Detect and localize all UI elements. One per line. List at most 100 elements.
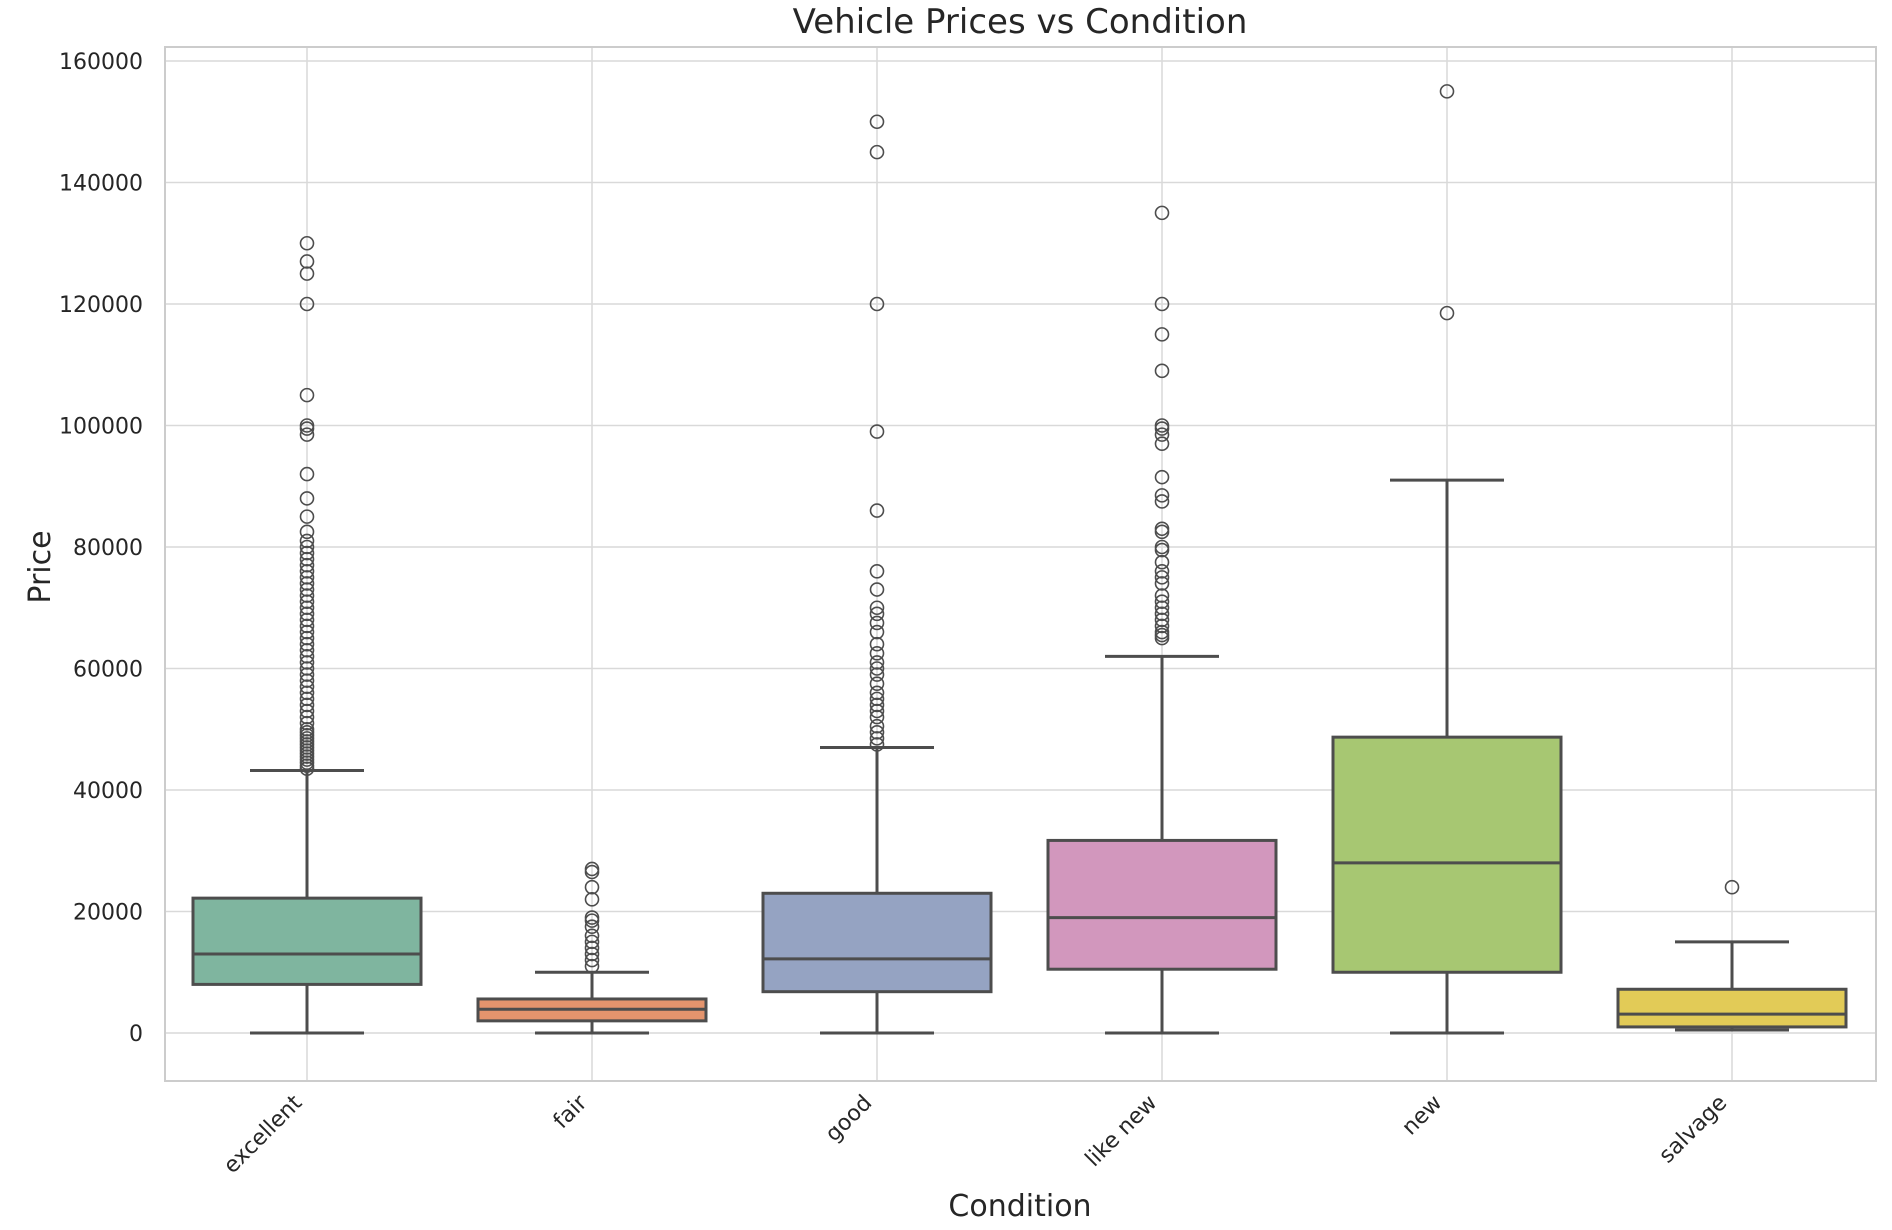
x-tick-label: good [821, 1091, 877, 1147]
y-tick-label: 160000 [59, 50, 143, 75]
outlier-point [1439, 305, 1455, 321]
box-fair [476, 861, 708, 1035]
outlier-point [869, 709, 885, 725]
outlier-point [869, 114, 885, 130]
outlier-point [299, 618, 315, 634]
outlier-point [299, 235, 315, 251]
outlier-point [299, 254, 315, 269]
outlier-point [299, 624, 315, 640]
x-tick-label: like new [1081, 1091, 1162, 1172]
outlier-point [584, 910, 600, 925]
outlier-point [1154, 576, 1170, 591]
outlier-point [1154, 539, 1170, 555]
outlier-point [299, 667, 315, 682]
outlier-point [1154, 363, 1170, 379]
outlier-point [299, 387, 315, 403]
outlier-point [299, 576, 315, 591]
outlier-point [1154, 494, 1170, 509]
outlier-point [299, 661, 315, 676]
outlier-point [584, 919, 600, 934]
outlier-point [299, 697, 315, 713]
outlier-point [299, 418, 315, 433]
outlier-point [869, 697, 885, 713]
y-tick-label: 80000 [73, 536, 143, 561]
outlier-point [584, 892, 600, 907]
outlier-point [1154, 618, 1170, 634]
iqr-box [1616, 987, 1848, 1029]
outlier-point [1154, 469, 1170, 485]
outlier-point [299, 594, 315, 609]
y-tick-label: 140000 [59, 172, 143, 197]
outlier-point [299, 427, 315, 442]
outlier-point [1154, 600, 1170, 616]
outlier-point [1154, 594, 1170, 609]
outlier-point [1439, 84, 1455, 99]
outlier-point [299, 642, 315, 658]
outlier-point [584, 879, 600, 895]
outlier-point [584, 952, 600, 968]
outlier-point [869, 606, 885, 622]
outlier-point [299, 570, 315, 585]
outlier-point [869, 731, 885, 746]
x-tick-label: excellent [219, 1090, 307, 1178]
y-tick-label: 60000 [73, 658, 143, 683]
iqr-box [1046, 838, 1278, 971]
outlier-point [869, 661, 885, 676]
outlier-point [299, 703, 315, 719]
outlier-point [869, 582, 885, 597]
plot-frame [164, 46, 1877, 1082]
y-tick-label: 0 [129, 1022, 143, 1047]
outlier-point [299, 715, 315, 731]
outlier-point [869, 296, 885, 312]
outlier-point [584, 928, 600, 944]
box-new [1331, 84, 1563, 1035]
outlier-point [299, 491, 315, 506]
outlier-point [584, 958, 600, 974]
outlier-point [584, 861, 600, 877]
iqr-box [1331, 735, 1563, 974]
y-axis-label: Price [23, 530, 58, 603]
outlier-point [869, 691, 885, 707]
outlier-point [299, 466, 315, 482]
outlier-point [869, 703, 885, 719]
outlier-point [584, 934, 600, 950]
y-tick-label: 40000 [73, 779, 143, 804]
outlier-point [1154, 327, 1170, 342]
box-like-new [1046, 205, 1278, 1035]
x-tick-label: fair [549, 1090, 593, 1134]
outlier-point [299, 630, 315, 646]
outlier-point [1154, 624, 1170, 640]
outlier-point [299, 606, 315, 622]
outlier-point [299, 551, 315, 567]
outlier-point [584, 946, 600, 962]
outlier-point [299, 524, 315, 540]
outlier-point [299, 533, 315, 549]
y-tick-label: 120000 [59, 293, 143, 318]
outlier-point [1154, 521, 1170, 537]
x-tick-label: new [1397, 1091, 1447, 1141]
outlier-point [869, 563, 885, 579]
outlier-point [299, 655, 315, 670]
chart-title: Vehicle Prices vs Condition [793, 2, 1248, 42]
y-axis-ticks: 0 20000 40000 60000 80000 100000 120000 140000 1… [59, 50, 143, 1047]
outlier-point [869, 144, 885, 160]
outlier-point [1154, 205, 1170, 221]
outlier-point [869, 503, 885, 518]
y-tick-label: 20000 [73, 901, 143, 926]
outlier-point [584, 940, 600, 956]
outlier-point [299, 685, 315, 701]
x-tick-label: salvage [1654, 1091, 1732, 1169]
outlier-point [299, 509, 315, 524]
outlier-point [869, 724, 885, 740]
outlier-point [1154, 296, 1170, 312]
outlier-point [299, 563, 315, 579]
outlier-point [299, 679, 315, 695]
outlier-point [299, 539, 315, 555]
outlier-point [299, 588, 315, 603]
outlier-point [869, 600, 885, 616]
outlier-point [299, 582, 315, 597]
outlier-point [299, 545, 315, 561]
outlier-point [1154, 563, 1170, 579]
outlier-point [299, 649, 315, 664]
